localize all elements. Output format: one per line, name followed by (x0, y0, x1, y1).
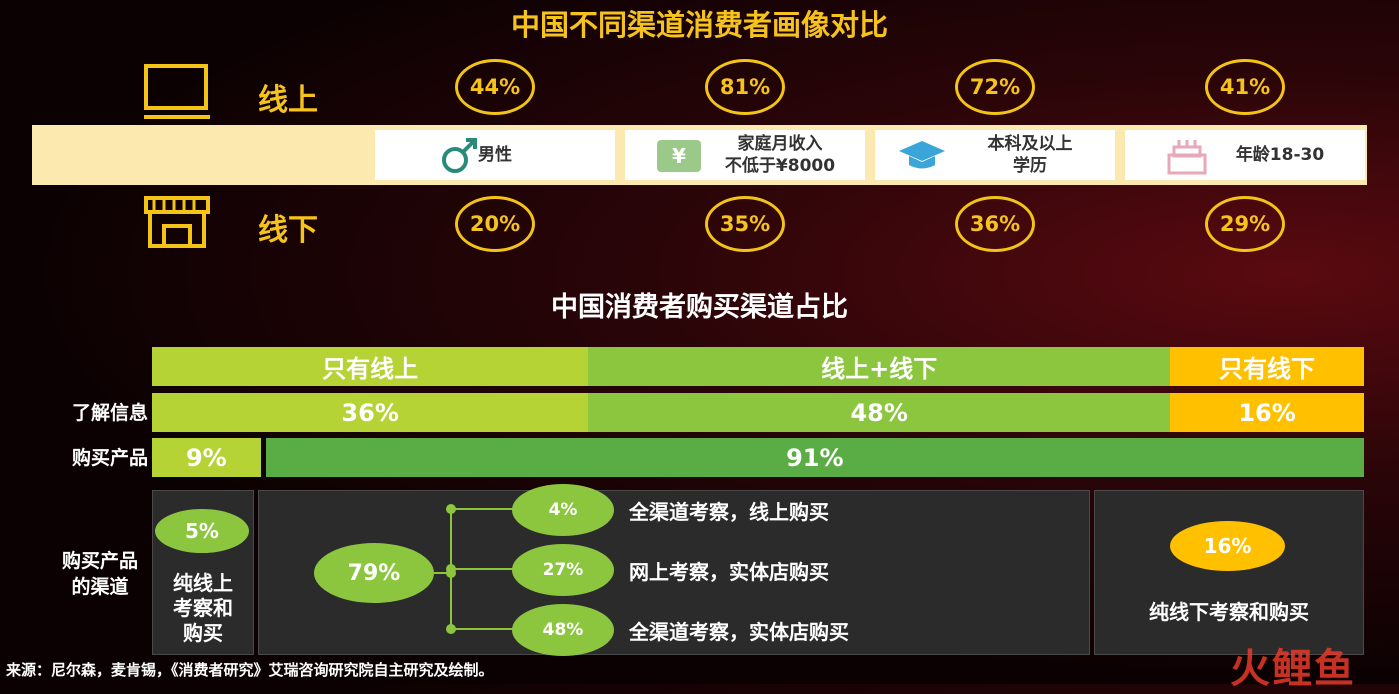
branch-text: 网上考察，实体店购买 (629, 560, 829, 584)
segment: 16% (1170, 393, 1364, 432)
attribute-icon (1167, 140, 1207, 175)
segment: 36% (152, 393, 589, 432)
offline-label: 线下 (258, 213, 318, 248)
offline-only-value: 16% (1170, 521, 1285, 571)
text-line: 购买 (183, 621, 223, 645)
watermark: 火鲤鱼 (1230, 646, 1356, 692)
attribute-icon (899, 141, 945, 169)
offline-circle: 29% (1205, 196, 1285, 252)
buy-row: 9% 91% (152, 438, 1364, 477)
info-row: 36% 48% 16% (152, 393, 1364, 432)
svg-text:¥: ¥ (672, 144, 686, 168)
header-row: 只有线上 线上+线下 只有线下 (152, 347, 1364, 386)
purchase-label-line: 购买产品 (61, 550, 138, 572)
header: 只有线下 (1170, 347, 1364, 386)
segment: 91% (265, 438, 1364, 477)
offline-only-text: 纯线下考察和购买 (1149, 600, 1309, 624)
branch-lines (434, 504, 514, 634)
source: 来源：尼尔森，麦肯锡，《消费者研究》艾瑞咨询研究院自主研究及绘制。 (6, 661, 494, 679)
attribute-card: ¥ 家庭月收入 不低于¥8000 (625, 130, 865, 180)
tv-icon (144, 64, 210, 119)
online-circle: 81% (705, 59, 785, 115)
online-only-value: 5% (155, 509, 249, 553)
attribute-card: 年龄18-30 (1125, 130, 1365, 180)
offline-circle: 36% (955, 196, 1035, 252)
offline-circle: 20% (455, 196, 535, 252)
attribute-line: 男性 (478, 145, 512, 165)
online-only-box: 5% 纯线上 考察和 购买 (152, 490, 254, 655)
branch-value: 4% (512, 484, 614, 536)
attribute-icon: ¥ (657, 140, 701, 172)
header: 只有线上 (152, 347, 589, 386)
attribute-icon (442, 138, 477, 173)
purchase-label-line: 的渠道 (71, 576, 129, 598)
online-label: 线上 (258, 83, 318, 118)
attribute-line: 学历 (1013, 156, 1047, 176)
offline-circle: 35% (705, 196, 785, 252)
title: 中国不同渠道消费者画像对比 (510, 8, 888, 42)
branch-text: 全渠道考察，线上购买 (629, 500, 829, 524)
row-label: 了解信息 (71, 402, 148, 424)
channel-title: 中国消费者购买渠道占比 (551, 292, 848, 323)
row-label: 购买产品 (71, 447, 148, 469)
purchase-label: 购买产品 的渠道 (52, 548, 148, 600)
attribute-card: 男性 (375, 130, 615, 180)
mixed-value: 79% (314, 543, 434, 603)
text-line: 纯线上 (173, 571, 233, 595)
attribute-text: 年龄18-30 (1236, 144, 1324, 166)
attribute-line: 不低于¥8000 (724, 156, 836, 176)
attribute-text: 本科及以上 学历 (988, 133, 1073, 177)
attribute-card: 本科及以上 学历 (875, 130, 1115, 180)
offline-only-box: 16% 纯线下考察和购买 (1094, 490, 1364, 655)
attribute-line: 年龄18-30 (1235, 145, 1325, 165)
online-only-text: 纯线上 考察和 购买 (153, 571, 253, 646)
branch-value: 27% (512, 544, 614, 596)
segment: 9% (152, 438, 261, 477)
online-circle: 41% (1205, 59, 1285, 115)
text-line: 考察和 (173, 596, 233, 620)
segment: 48% (588, 393, 1171, 432)
branch-value: 48% (512, 604, 614, 656)
online-circle: 72% (955, 59, 1035, 115)
attribute-line: 本科及以上 (987, 134, 1073, 154)
attribute-text: 男性 (478, 144, 512, 166)
mixed-box: 79% 4% 全渠道考察，线上购买 27% 网上考察，实体店购买 48% 全渠道考察，实体… (258, 484, 1090, 656)
store-icon (144, 196, 210, 248)
branch-text: 全渠道考察，实体店购买 (629, 620, 849, 644)
attribute-text: 家庭月收入 不低于¥8000 (725, 133, 835, 177)
attribute-line: 家庭月收入 (737, 134, 823, 154)
header: 线上+线下 (588, 347, 1171, 386)
online-circle: 44% (455, 59, 535, 115)
